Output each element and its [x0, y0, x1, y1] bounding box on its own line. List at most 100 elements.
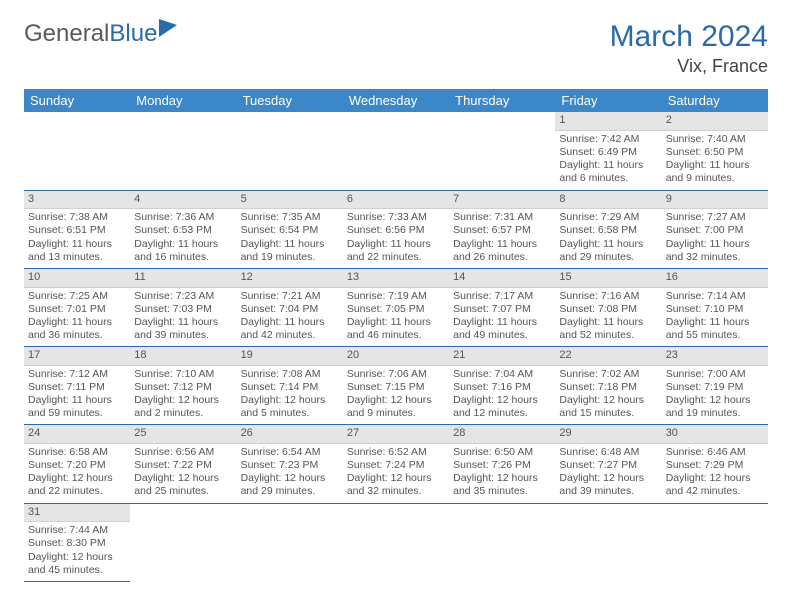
sunrise-text: Sunrise: 7:08 AM: [241, 368, 339, 381]
calendar-day-cell: 10Sunrise: 7:25 AMSunset: 7:01 PMDayligh…: [24, 268, 130, 346]
sunrise-text: Sunrise: 7:35 AM: [241, 211, 339, 224]
calendar-week-row: 24Sunrise: 6:58 AMSunset: 7:20 PMDayligh…: [24, 425, 768, 503]
daylight-text: Daylight: 11 hours and 13 minutes.: [28, 238, 126, 264]
day-content: Sunrise: 6:46 AMSunset: 7:29 PMDaylight:…: [662, 444, 768, 503]
calendar-day-cell: 25Sunrise: 6:56 AMSunset: 7:22 PMDayligh…: [130, 425, 236, 503]
sunrise-text: Sunrise: 7:19 AM: [347, 290, 445, 303]
day-content: Sunrise: 6:54 AMSunset: 7:23 PMDaylight:…: [237, 444, 343, 503]
daylight-text: Daylight: 12 hours and 42 minutes.: [666, 472, 764, 498]
calendar-day-cell: 27Sunrise: 6:52 AMSunset: 7:24 PMDayligh…: [343, 425, 449, 503]
calendar-day-cell: 13Sunrise: 7:19 AMSunset: 7:05 PMDayligh…: [343, 268, 449, 346]
day-number: 30: [662, 425, 768, 444]
sunrise-text: Sunrise: 7:04 AM: [453, 368, 551, 381]
sunset-text: Sunset: 7:23 PM: [241, 459, 339, 472]
day-number: 11: [130, 269, 236, 288]
day-content: Sunrise: 7:19 AMSunset: 7:05 PMDaylight:…: [343, 288, 449, 347]
page-header: GeneralBlue March 2024 Vix, France: [24, 20, 768, 77]
sunrise-text: Sunrise: 7:14 AM: [666, 290, 764, 303]
day-content: Sunrise: 7:42 AMSunset: 6:49 PMDaylight:…: [555, 131, 661, 190]
sunrise-text: Sunrise: 7:17 AM: [453, 290, 551, 303]
day-content: Sunrise: 6:48 AMSunset: 7:27 PMDaylight:…: [555, 444, 661, 503]
sunset-text: Sunset: 7:11 PM: [28, 381, 126, 394]
day-number: 23: [662, 347, 768, 366]
sunrise-text: Sunrise: 7:12 AM: [28, 368, 126, 381]
daylight-text: Daylight: 11 hours and 36 minutes.: [28, 316, 126, 342]
calendar-day-cell: 30Sunrise: 6:46 AMSunset: 7:29 PMDayligh…: [662, 425, 768, 503]
sunrise-text: Sunrise: 6:48 AM: [559, 446, 657, 459]
sunset-text: Sunset: 6:49 PM: [559, 146, 657, 159]
day-content: Sunrise: 7:17 AMSunset: 7:07 PMDaylight:…: [449, 288, 555, 347]
sunset-text: Sunset: 6:51 PM: [28, 224, 126, 237]
sunrise-text: Sunrise: 7:10 AM: [134, 368, 232, 381]
sunrise-text: Sunrise: 6:56 AM: [134, 446, 232, 459]
sunrise-text: Sunrise: 7:00 AM: [666, 368, 764, 381]
flag-icon: [159, 19, 177, 37]
calendar-week-row: 10Sunrise: 7:25 AMSunset: 7:01 PMDayligh…: [24, 268, 768, 346]
sunset-text: Sunset: 6:56 PM: [347, 224, 445, 237]
calendar-day-cell: 31Sunrise: 7:44 AMSunset: 8:30 PMDayligh…: [24, 503, 130, 581]
title-block: March 2024 Vix, France: [610, 20, 768, 77]
daylight-text: Daylight: 11 hours and 22 minutes.: [347, 238, 445, 264]
daylight-text: Daylight: 12 hours and 5 minutes.: [241, 394, 339, 420]
sunset-text: Sunset: 7:10 PM: [666, 303, 764, 316]
sunset-text: Sunset: 7:19 PM: [666, 381, 764, 394]
sunset-text: Sunset: 7:15 PM: [347, 381, 445, 394]
sunrise-text: Sunrise: 6:46 AM: [666, 446, 764, 459]
sunset-text: Sunset: 7:00 PM: [666, 224, 764, 237]
sunrise-text: Sunrise: 7:38 AM: [28, 211, 126, 224]
calendar-week-row: 1Sunrise: 7:42 AMSunset: 6:49 PMDaylight…: [24, 112, 768, 190]
sunrise-text: Sunrise: 6:54 AM: [241, 446, 339, 459]
day-content: Sunrise: 7:21 AMSunset: 7:04 PMDaylight:…: [237, 288, 343, 347]
daylight-text: Daylight: 12 hours and 29 minutes.: [241, 472, 339, 498]
sunrise-text: Sunrise: 7:27 AM: [666, 211, 764, 224]
calendar-day-cell: 23Sunrise: 7:00 AMSunset: 7:19 PMDayligh…: [662, 347, 768, 425]
calendar-week-row: 3Sunrise: 7:38 AMSunset: 6:51 PMDaylight…: [24, 190, 768, 268]
sunset-text: Sunset: 7:16 PM: [453, 381, 551, 394]
sunset-text: Sunset: 6:58 PM: [559, 224, 657, 237]
day-number: 17: [24, 347, 130, 366]
calendar-day-cell: 4Sunrise: 7:36 AMSunset: 6:53 PMDaylight…: [130, 190, 236, 268]
daylight-text: Daylight: 11 hours and 29 minutes.: [559, 238, 657, 264]
calendar-day-cell: [555, 503, 661, 581]
calendar-day-cell: 9Sunrise: 7:27 AMSunset: 7:00 PMDaylight…: [662, 190, 768, 268]
logo-text-2: Blue: [109, 20, 157, 48]
calendar-day-cell: 11Sunrise: 7:23 AMSunset: 7:03 PMDayligh…: [130, 268, 236, 346]
calendar-day-cell: [662, 503, 768, 581]
sunset-text: Sunset: 7:12 PM: [134, 381, 232, 394]
calendar-day-cell: [343, 112, 449, 190]
calendar-day-cell: 15Sunrise: 7:16 AMSunset: 7:08 PMDayligh…: [555, 268, 661, 346]
day-content: Sunrise: 6:56 AMSunset: 7:22 PMDaylight:…: [130, 444, 236, 503]
calendar-day-cell: 1Sunrise: 7:42 AMSunset: 6:49 PMDaylight…: [555, 112, 661, 190]
day-number: 6: [343, 191, 449, 210]
sunset-text: Sunset: 7:08 PM: [559, 303, 657, 316]
sunset-text: Sunset: 6:57 PM: [453, 224, 551, 237]
sunset-text: Sunset: 7:01 PM: [28, 303, 126, 316]
day-number: 10: [24, 269, 130, 288]
calendar-day-cell: 8Sunrise: 7:29 AMSunset: 6:58 PMDaylight…: [555, 190, 661, 268]
day-number: 20: [343, 347, 449, 366]
daylight-text: Daylight: 12 hours and 32 minutes.: [347, 472, 445, 498]
calendar-day-cell: [130, 503, 236, 581]
calendar-day-cell: 3Sunrise: 7:38 AMSunset: 6:51 PMDaylight…: [24, 190, 130, 268]
calendar-day-cell: 7Sunrise: 7:31 AMSunset: 6:57 PMDaylight…: [449, 190, 555, 268]
sunset-text: Sunset: 7:27 PM: [559, 459, 657, 472]
calendar-day-cell: 21Sunrise: 7:04 AMSunset: 7:16 PMDayligh…: [449, 347, 555, 425]
day-content: Sunrise: 7:00 AMSunset: 7:19 PMDaylight:…: [662, 366, 768, 425]
day-number: 9: [662, 191, 768, 210]
day-number: 26: [237, 425, 343, 444]
calendar-day-cell: 28Sunrise: 6:50 AMSunset: 7:26 PMDayligh…: [449, 425, 555, 503]
sunrise-text: Sunrise: 6:52 AM: [347, 446, 445, 459]
calendar-day-cell: [130, 112, 236, 190]
daylight-text: Daylight: 11 hours and 16 minutes.: [134, 238, 232, 264]
day-number: 29: [555, 425, 661, 444]
calendar-day-cell: 19Sunrise: 7:08 AMSunset: 7:14 PMDayligh…: [237, 347, 343, 425]
calendar-day-cell: [237, 112, 343, 190]
daylight-text: Daylight: 11 hours and 55 minutes.: [666, 316, 764, 342]
sunset-text: Sunset: 6:50 PM: [666, 146, 764, 159]
day-number: 8: [555, 191, 661, 210]
sunrise-text: Sunrise: 7:33 AM: [347, 211, 445, 224]
day-content: Sunrise: 7:23 AMSunset: 7:03 PMDaylight:…: [130, 288, 236, 347]
calendar-day-cell: 2Sunrise: 7:40 AMSunset: 6:50 PMDaylight…: [662, 112, 768, 190]
sunset-text: Sunset: 8:30 PM: [28, 537, 126, 550]
day-number: 3: [24, 191, 130, 210]
